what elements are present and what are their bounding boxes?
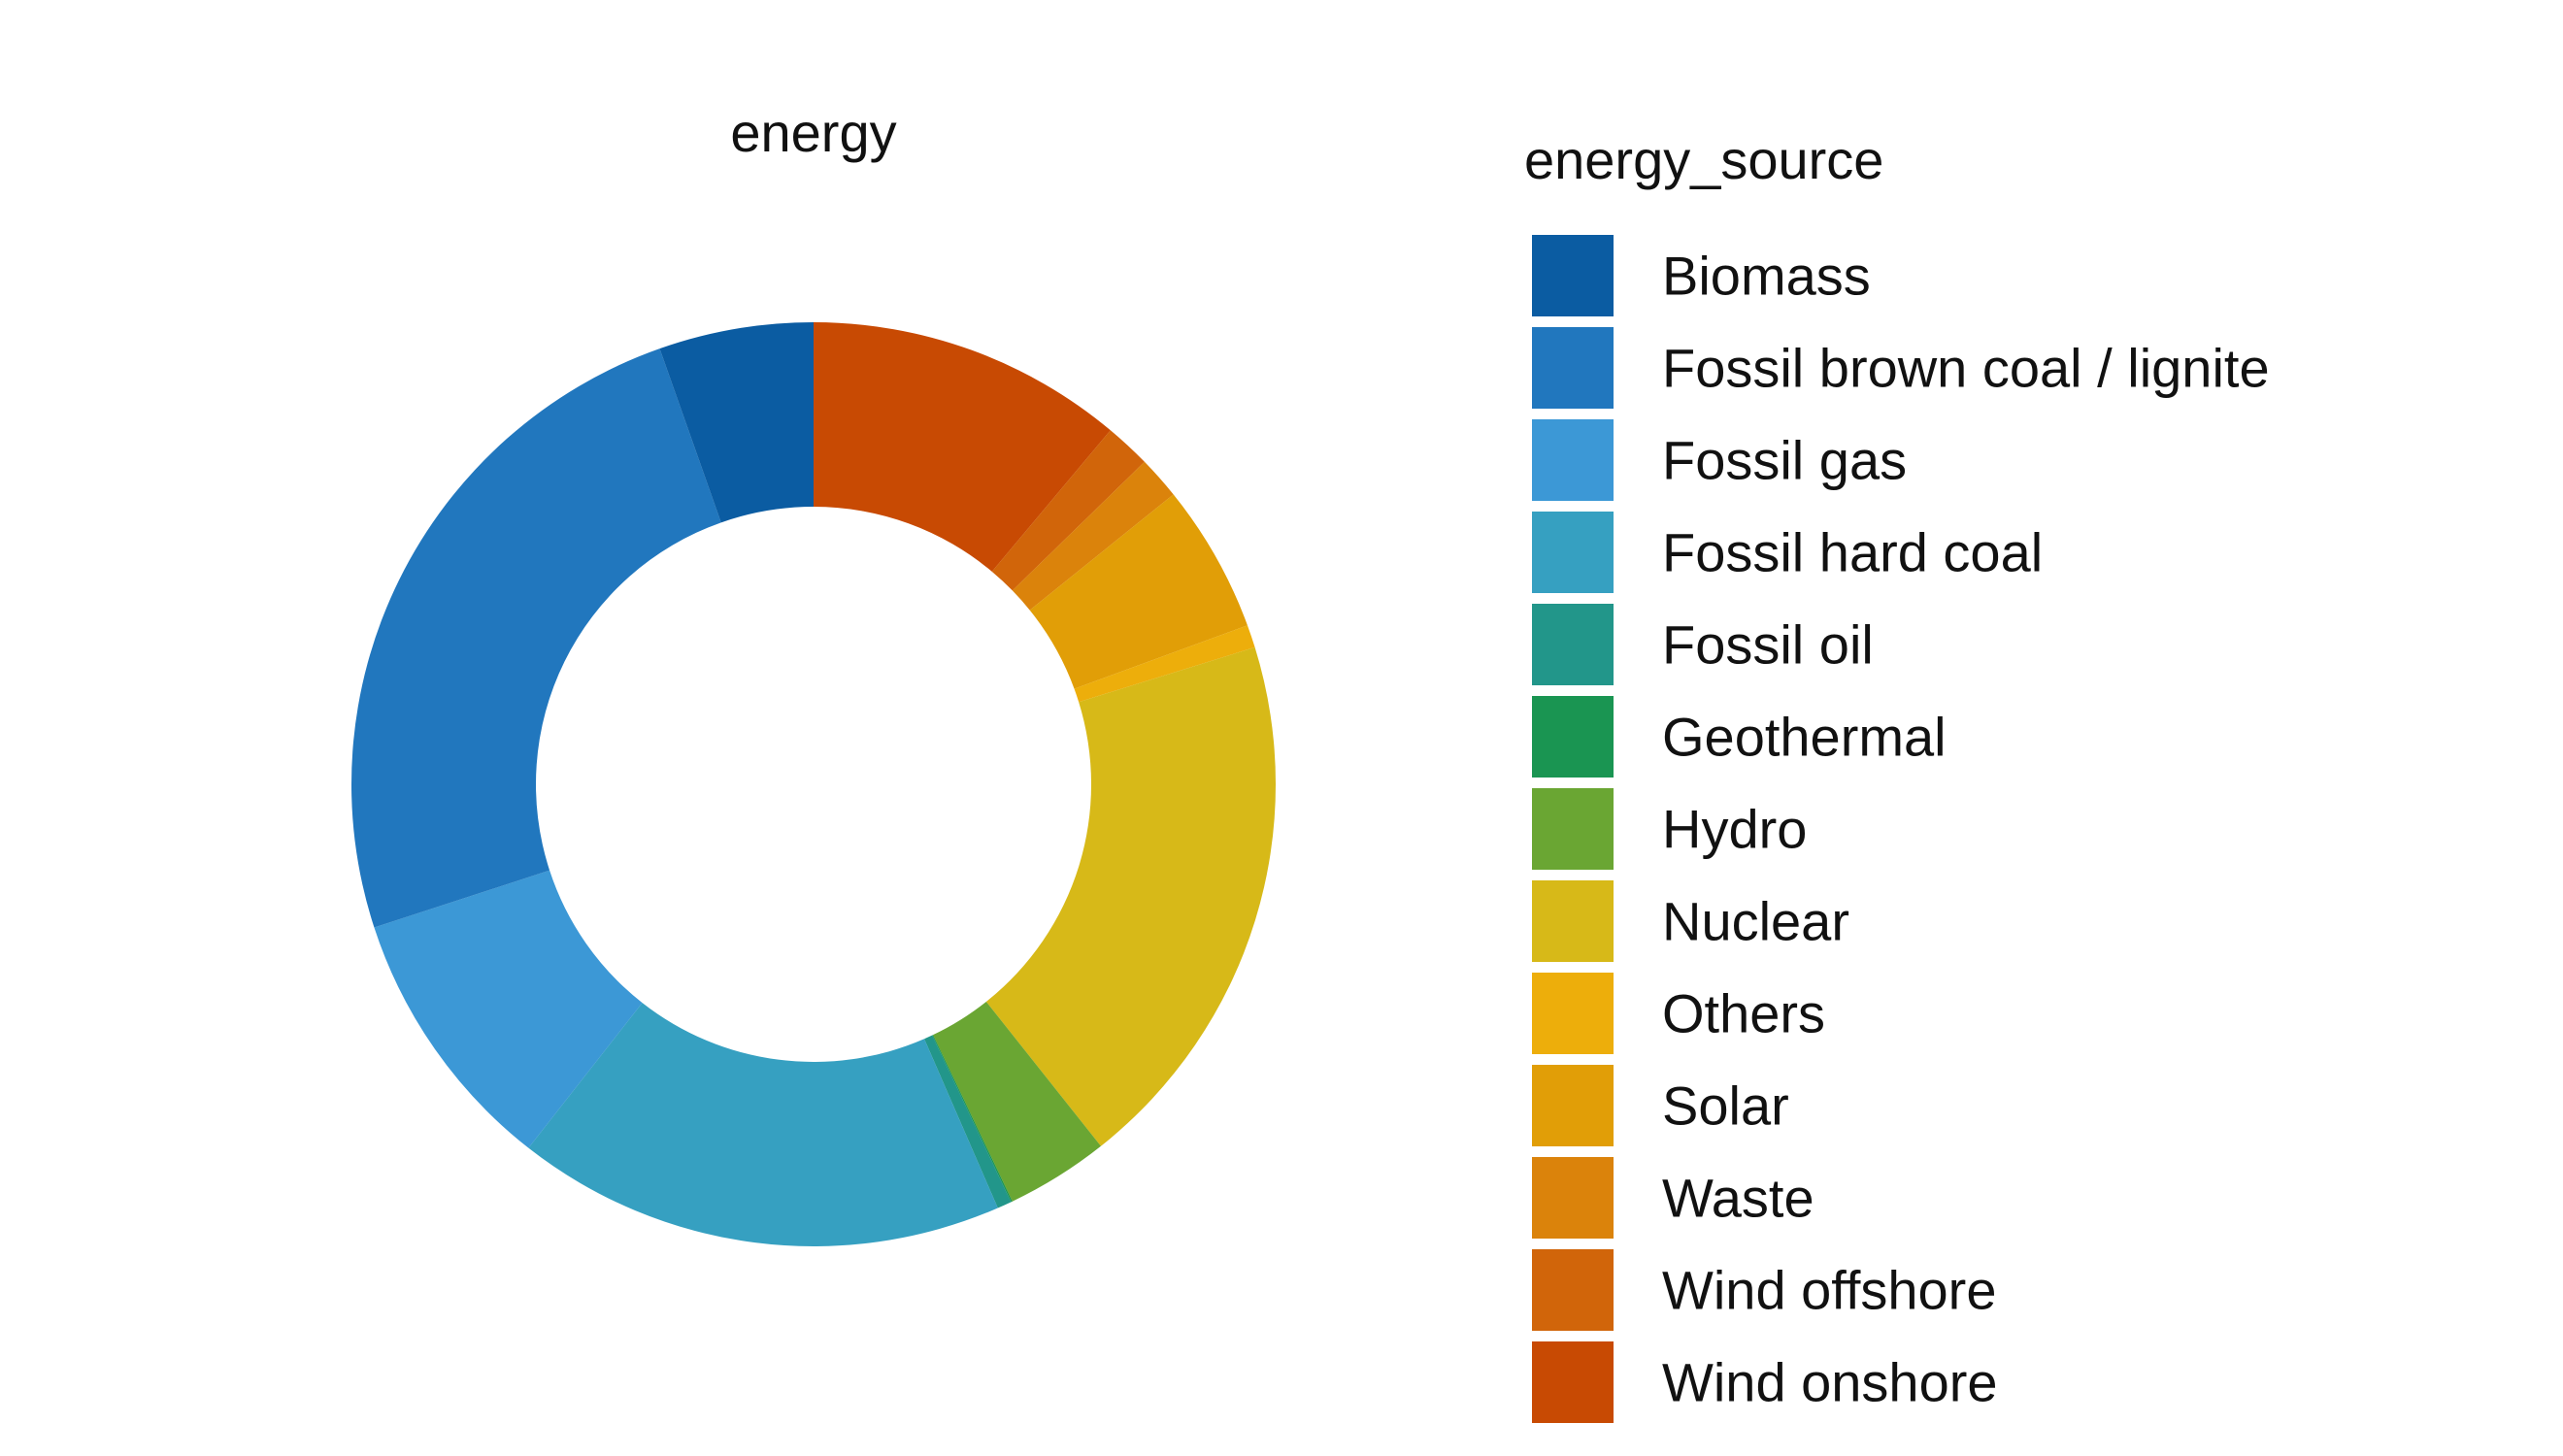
legend-label-fossil-hard-coal: Fossil hard coal — [1662, 522, 2043, 583]
legend-swatch-hydro — [1532, 788, 1614, 870]
slice-wind-offshore — [991, 430, 1145, 591]
slice-fossil-brown-coal-lignite — [351, 348, 721, 928]
legend-swatch-fossil-oil — [1532, 604, 1614, 685]
legend-item-fossil-oil: Fossil oil — [1532, 604, 1874, 685]
legend-item-fossil-hard-coal: Fossil hard coal — [1532, 512, 2043, 593]
slice-fossil-gas — [374, 870, 643, 1148]
legend-item-geothermal: Geothermal — [1532, 696, 1947, 778]
legend-label-waste: Waste — [1662, 1168, 1814, 1229]
legend-swatch-biomass — [1532, 235, 1614, 316]
slice-waste — [1012, 461, 1174, 611]
legend-swatch-fossil-gas — [1532, 419, 1614, 501]
legend-item-hydro: Hydro — [1532, 788, 1807, 870]
legend-item-others: Others — [1532, 973, 1825, 1054]
legend-swatch-solar — [1532, 1065, 1614, 1146]
legend-swatch-fossil-hard-coal — [1532, 512, 1614, 593]
slice-wind-onshore — [814, 322, 1111, 572]
legend-swatch-geothermal — [1532, 696, 1614, 778]
legend-item-biomass: Biomass — [1532, 235, 1871, 316]
legend-label-fossil-gas: Fossil gas — [1662, 430, 1907, 491]
legend-label-geothermal: Geothermal — [1662, 707, 1947, 768]
slice-geothermal — [932, 1035, 1013, 1203]
legend-swatch-nuclear — [1532, 880, 1614, 962]
legend: Biomass Fossil brown coal / lignite Fossil… — [1532, 235, 2270, 1423]
slice-fossil-oil — [924, 1035, 1012, 1208]
legend-swatch-fossil-brown-coal-lignite — [1532, 327, 1614, 409]
donut-slices — [351, 322, 1276, 1246]
slice-hydro — [933, 1001, 1101, 1202]
legend-label-fossil-brown-coal-lignite: Fossil brown coal / lignite — [1662, 338, 2270, 399]
legend-label-wind-offshore: Wind offshore — [1662, 1260, 1996, 1321]
legend-label-solar: Solar — [1662, 1075, 1789, 1137]
legend-title: energy_source — [1524, 129, 1883, 190]
legend-swatch-wind-offshore — [1532, 1249, 1614, 1331]
slice-others — [1074, 625, 1255, 703]
legend-item-waste: Waste — [1532, 1157, 1814, 1239]
slice-biomass — [659, 322, 814, 523]
legend-item-wind-offshore: Wind offshore — [1532, 1249, 1996, 1331]
slice-fossil-hard-coal — [528, 1003, 998, 1246]
legend-label-nuclear: Nuclear — [1662, 891, 1849, 952]
legend-swatch-wind-onshore — [1532, 1341, 1614, 1423]
legend-swatch-waste — [1532, 1157, 1614, 1239]
legend-item-fossil-gas: Fossil gas — [1532, 419, 1907, 501]
legend-item-nuclear: Nuclear — [1532, 880, 1849, 962]
legend-item-fossil-brown-coal-lignite: Fossil brown coal / lignite — [1532, 327, 2270, 409]
slice-nuclear — [985, 646, 1276, 1146]
legend-swatch-others — [1532, 973, 1614, 1054]
legend-label-biomass: Biomass — [1662, 246, 1871, 307]
legend-item-solar: Solar — [1532, 1065, 1789, 1146]
slice-solar — [1029, 494, 1248, 689]
legend-label-fossil-oil: Fossil oil — [1662, 614, 1874, 676]
chart-title: energy — [730, 102, 896, 163]
legend-label-wind-onshore: Wind onshore — [1662, 1352, 1998, 1413]
legend-label-others: Others — [1662, 983, 1825, 1044]
legend-item-wind-onshore: Wind onshore — [1532, 1341, 1998, 1423]
legend-label-hydro: Hydro — [1662, 799, 1807, 860]
